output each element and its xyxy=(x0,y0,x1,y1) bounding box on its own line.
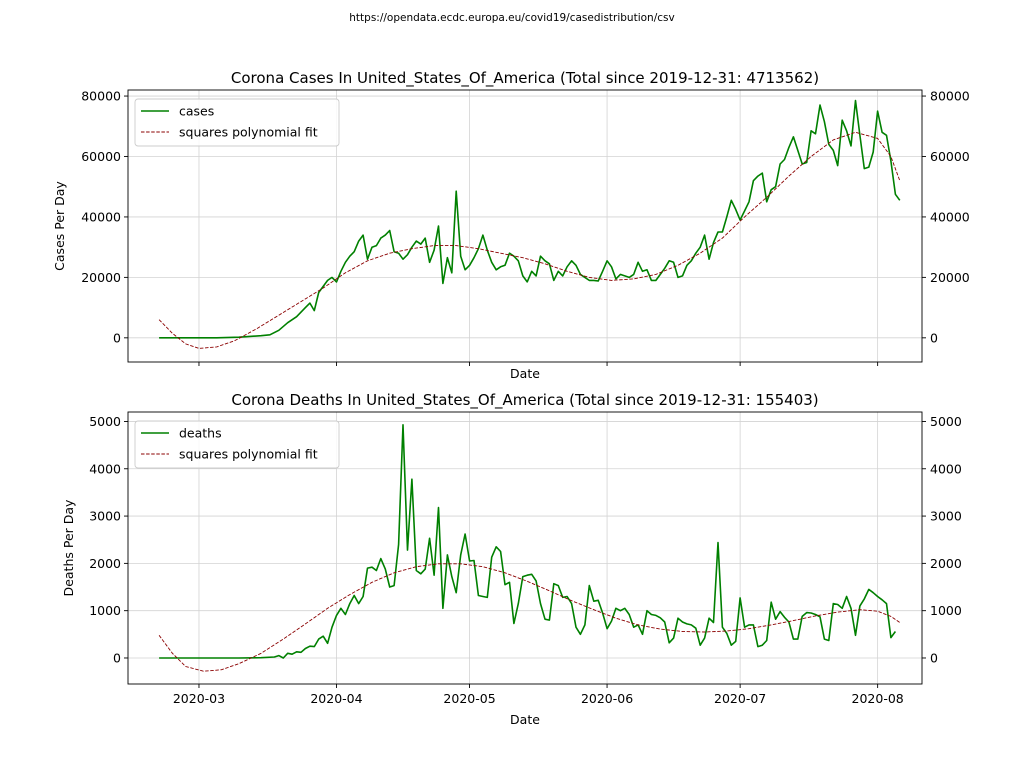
x-tick-label: 2020-04 xyxy=(310,691,362,706)
y-tick-label-left: 4000 xyxy=(89,461,121,476)
fit-line xyxy=(158,563,901,672)
y-tick-label-left: 0 xyxy=(113,330,121,345)
y-tick-label-left: 0 xyxy=(113,650,121,665)
legend-label: squares polynomial fit xyxy=(179,125,318,140)
y-tick-label-right: 0 xyxy=(930,650,938,665)
legend-box xyxy=(134,420,340,469)
x-axis-label: Date xyxy=(510,712,540,727)
y-tick-label-left: 3000 xyxy=(89,509,121,524)
y-axis-label: Cases Per Day xyxy=(52,181,67,271)
legend-label: deaths xyxy=(179,426,222,441)
chart-title: Corona Deaths In United_States_Of_Americ… xyxy=(231,391,818,410)
y-tick-label-right: 40000 xyxy=(930,209,970,224)
y-tick-label-left: 40000 xyxy=(81,209,121,224)
x-axis-label: Date xyxy=(510,366,540,381)
plot-frame xyxy=(127,411,923,685)
legend-label: squares polynomial fit xyxy=(179,447,318,462)
y-tick-label-right: 60000 xyxy=(930,149,970,164)
y-tick-label-right: 0 xyxy=(930,330,938,345)
legend: cases squares polynomial fit xyxy=(134,98,340,147)
y-tick-label-left: 60000 xyxy=(81,149,121,164)
legend-box xyxy=(134,98,340,147)
y-tick-label-left: 2000 xyxy=(89,556,121,571)
series-group xyxy=(158,423,901,672)
x-tick-label: 2020-07 xyxy=(714,691,766,706)
x-tick-label: 2020-08 xyxy=(852,691,904,706)
x-tick-label: 2020-06 xyxy=(581,691,633,706)
y-tick-label-left: 1000 xyxy=(89,603,121,618)
data-line-deaths xyxy=(159,423,897,659)
legend: deaths squares polynomial fit xyxy=(134,420,340,469)
y-tick-label-right: 20000 xyxy=(930,270,970,285)
grid xyxy=(128,90,922,362)
source-url: https://opendata.ecdc.europa.eu/covid19/… xyxy=(349,12,675,24)
series-group xyxy=(158,99,901,349)
plot-frame xyxy=(127,89,923,363)
x-tick-label: 2020-03 xyxy=(173,691,225,706)
y-tick-label-left: 5000 xyxy=(89,414,121,429)
y-axis-label: Deaths Per Day xyxy=(61,499,76,596)
fit-line xyxy=(158,131,901,349)
x-tick-label: 2020-05 xyxy=(443,691,495,706)
chart-panel-cases: 0 0 20000 20000 40000 40000 60000 60000 80000 800… xyxy=(52,69,970,381)
chart-title: Corona Cases In United_States_Of_America… xyxy=(231,69,819,88)
chart-panel-deaths: 2020-03 2020-04 2020-05 2020-06 2020-07 2020-… xyxy=(61,391,962,727)
grid xyxy=(128,412,922,684)
y-tick-label-right: 3000 xyxy=(930,509,962,524)
y-tick-label-left: 80000 xyxy=(81,89,121,104)
y-tick-label-right: 80000 xyxy=(930,89,970,104)
y-tick-label-left: 20000 xyxy=(81,270,121,285)
data-line-cases xyxy=(159,99,901,339)
y-tick-label-right: 1000 xyxy=(930,603,962,618)
y-tick-label-right: 2000 xyxy=(930,556,962,571)
y-tick-label-right: 5000 xyxy=(930,414,962,429)
legend-label: cases xyxy=(179,104,214,119)
y-tick-label-right: 4000 xyxy=(930,461,962,476)
